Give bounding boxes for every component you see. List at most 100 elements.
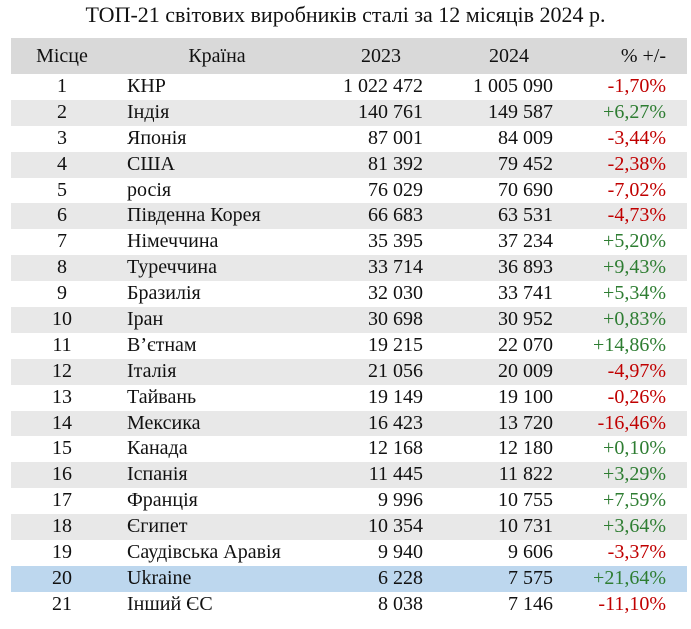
cell-2024: 84 009 [498, 126, 553, 149]
header-2024: 2024 [489, 45, 529, 67]
steel-production-table: Місце Країна 2023 2024 % +/- 1 КНР 1 022 4… [11, 38, 687, 618]
table-row: 2 Індія 140 761 149 587 +6,27% [11, 99, 687, 126]
table-row: 3 Японія 87 001 84 009 -3,44% [11, 125, 687, 152]
cell-2023: 9 996 [378, 489, 423, 512]
cell-2023: 81 392 [368, 152, 423, 175]
cell-2024: 7 575 [508, 566, 553, 589]
cell-percent-change: +0,10% [603, 437, 666, 460]
cell-country: Іран [127, 308, 164, 331]
cell-2024: 63 531 [498, 204, 553, 227]
page-title: ТОП-21 світових виробників сталі за 12 м… [85, 2, 606, 27]
cell-rank: 21 [52, 592, 72, 615]
table-row: 19 Саудівська Аравія 9 940 9 606 -3,37% [11, 540, 687, 566]
cell-2023: 66 683 [368, 204, 423, 227]
cell-country: Єгипет [127, 515, 188, 538]
table-row: 16 Іспанія 11 445 11 822 +3,29% [11, 462, 687, 489]
table-row: 7 Німеччина 35 395 37 234 +5,20% [11, 229, 687, 256]
table-row: 8 Туреччина 33 714 36 893 +9,43% [11, 255, 687, 282]
cell-country: Тайвань [127, 385, 197, 408]
cell-2023: 21 056 [368, 359, 423, 382]
cell-percent-change: -3,37% [607, 541, 666, 564]
table-row: 9 Бразилія 32 030 33 741 +5,34% [11, 281, 687, 308]
cell-rank: 12 [52, 359, 72, 382]
cell-2024: 10 731 [498, 515, 553, 538]
cell-rank: 5 [57, 178, 67, 201]
table-row: 10 Іран 30 698 30 952 +0,83% [11, 307, 687, 333]
cell-2024: 36 893 [498, 256, 553, 279]
table-row: 15 Канада 12 168 12 180 +0,10% [11, 436, 687, 463]
table-row: 14 Мексика 16 423 13 720 -16,46% [11, 410, 687, 437]
table-row: 12 Італія 21 056 20 009 -4,97% [11, 358, 687, 385]
cell-2023: 19 215 [368, 333, 423, 356]
table-row: 11 В’єтнам 19 215 22 070 +14,86% [11, 332, 687, 359]
cell-country: Японія [127, 126, 187, 149]
table-row: 13 Тайвань 19 149 19 100 -0,26% [11, 384, 687, 411]
cell-country: Німеччина [127, 230, 219, 253]
cell-2023: 12 168 [368, 437, 423, 460]
cell-country: Індія [127, 100, 170, 123]
cell-2023: 6 228 [378, 566, 423, 589]
cell-2024: 9 606 [508, 541, 553, 564]
cell-percent-change: -16,46% [597, 411, 666, 434]
cell-country: Канада [127, 437, 188, 460]
cell-2024: 20 009 [498, 359, 553, 382]
cell-rank: 4 [57, 152, 67, 175]
cell-percent-change: -1,70% [607, 75, 666, 97]
cell-percent-change: -7,02% [607, 178, 666, 201]
cell-country: КНР [127, 75, 166, 97]
cell-2024: 70 690 [498, 178, 553, 201]
cell-2024: 11 822 [498, 463, 553, 486]
cell-country: США [127, 152, 175, 175]
cell-rank: 8 [57, 256, 67, 279]
cell-percent-change: -2,38% [607, 152, 666, 175]
table-row: 17 Франція 9 996 10 755 +7,59% [11, 488, 687, 515]
cell-rank: 13 [52, 385, 72, 408]
cell-percent-change: -11,10% [598, 592, 666, 615]
cell-rank: 7 [57, 230, 67, 253]
cell-country: Ukraine [127, 566, 192, 589]
cell-2024: 12 180 [498, 437, 553, 460]
cell-2023: 76 029 [368, 178, 423, 201]
cell-percent-change: +3,29% [603, 463, 666, 486]
cell-rank: 11 [52, 333, 72, 356]
cell-percent-change: +7,59% [603, 489, 666, 512]
cell-country: Мексика [127, 411, 201, 434]
cell-2024: 10 755 [498, 489, 553, 512]
cell-percent-change: +3,64% [603, 515, 666, 538]
cell-2024: 19 100 [498, 385, 553, 408]
cell-country: Інший ЄС [127, 592, 213, 615]
cell-rank: 14 [52, 411, 72, 434]
header-percent-change: % +/- [620, 45, 666, 67]
table-row: 5 росія 76 029 70 690 -7,02% [11, 177, 687, 204]
cell-country: Саудівська Аравія [127, 541, 281, 564]
cell-percent-change: +9,43% [603, 256, 666, 279]
table-row: 4 США 81 392 79 452 -2,38% [11, 151, 687, 178]
cell-percent-change: +14,86% [593, 333, 666, 356]
table-row: 18 Єгипет 10 354 10 731 +3,64% [11, 514, 687, 541]
cell-2024: 1 005 090 [473, 75, 553, 97]
cell-rank: 15 [52, 437, 72, 460]
cell-2023: 140 761 [358, 100, 423, 123]
cell-rank: 3 [57, 126, 67, 149]
cell-country: Франція [127, 489, 198, 512]
cell-rank: 6 [57, 204, 67, 227]
header-2023: 2023 [361, 45, 401, 67]
cell-2024: 13 720 [498, 411, 553, 434]
cell-rank: 9 [57, 282, 67, 305]
cell-country: Італія [127, 359, 177, 382]
cell-rank: 10 [52, 308, 72, 331]
cell-2023: 35 395 [368, 230, 423, 253]
cell-country: Бразилія [127, 282, 201, 305]
cell-rank: 20 [52, 566, 72, 589]
cell-percent-change: -4,97% [607, 359, 666, 382]
cell-rank: 17 [52, 489, 72, 512]
cell-2023: 11 445 [368, 463, 423, 486]
table-body: 1 КНР 1 022 472 1 005 090 -1,70% 2 Індія 140 76… [11, 74, 687, 618]
cell-2024: 79 452 [498, 152, 553, 175]
cell-rank: 18 [52, 515, 72, 538]
cell-2023: 1 022 472 [343, 75, 423, 97]
cell-percent-change: -0,26% [607, 385, 666, 408]
cell-percent-change: -3,44% [607, 126, 666, 149]
cell-2023: 30 698 [368, 308, 423, 331]
table-row: 20 Ukraine 6 228 7 575 +21,64% [11, 565, 687, 592]
